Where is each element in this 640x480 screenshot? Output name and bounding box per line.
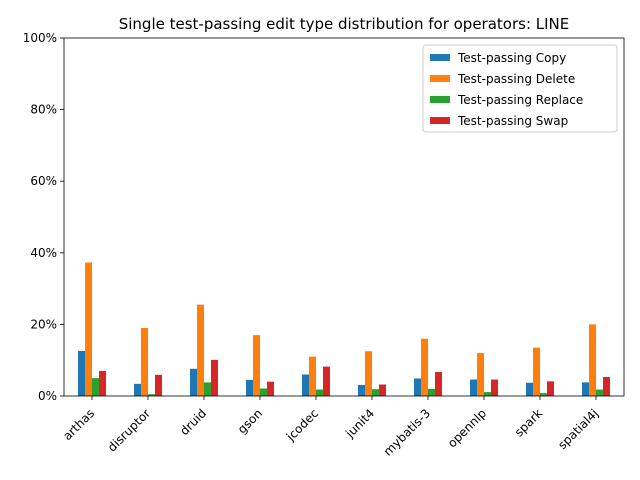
- legend-label: Test-passing Copy: [457, 51, 566, 65]
- legend-swatch: [430, 117, 450, 124]
- x-tick-label: mybatis-3: [381, 406, 433, 458]
- bar-test-passing-delete-disruptor: [141, 327, 148, 396]
- legend-label: Test-passing Replace: [457, 93, 583, 107]
- y-tick-label: 0%: [38, 389, 57, 403]
- bar-test-passing-delete-mybatis-3: [421, 338, 428, 396]
- bar-test-passing-delete-jcodec: [309, 356, 316, 396]
- y-tick-label: 20%: [30, 317, 57, 331]
- y-tick-label: 80%: [30, 103, 57, 117]
- bar-test-passing-copy-mybatis-3: [414, 378, 421, 396]
- x-tick-label: jcodec: [283, 406, 321, 444]
- x-tick-label: disruptor: [105, 406, 153, 454]
- bar-test-passing-replace-arthas: [92, 378, 99, 396]
- bar-test-passing-swap-spark: [547, 381, 554, 396]
- bar-test-passing-replace-mybatis-3: [428, 388, 435, 396]
- x-tick-label: opennlp: [445, 406, 489, 450]
- x-tick-label: spatial4j: [555, 406, 601, 452]
- bar-test-passing-delete-druid: [197, 304, 204, 396]
- x-tick-label: druid: [177, 406, 209, 438]
- y-tick-label: 60%: [30, 174, 57, 188]
- bar-test-passing-copy-spatial4j: [582, 382, 589, 396]
- bar-test-passing-replace-junit4: [372, 389, 379, 396]
- bar-test-passing-copy-jcodec: [302, 374, 309, 396]
- y-tick-label: 40%: [30, 246, 57, 260]
- bar-test-passing-delete-gson: [253, 335, 260, 396]
- legend-label: Test-passing Delete: [457, 72, 575, 86]
- bar-test-passing-delete-arthas: [85, 262, 92, 396]
- bar-test-passing-swap-opennlp: [491, 379, 498, 396]
- bar-test-passing-swap-arthas: [99, 370, 106, 396]
- bar-test-passing-swap-spatial4j: [603, 377, 610, 396]
- bar-test-passing-delete-spark: [533, 347, 540, 396]
- bar-test-passing-swap-gson: [267, 381, 274, 396]
- bars-group: [78, 262, 610, 396]
- plot-frame: [63, 37, 625, 397]
- legend-swatch: [430, 75, 450, 82]
- bar-test-passing-delete-spatial4j: [589, 324, 596, 396]
- x-tick-label: junit4: [342, 406, 377, 441]
- bar-test-passing-replace-disruptor: [148, 394, 155, 396]
- bar-test-passing-swap-disruptor: [155, 374, 162, 396]
- bar-test-passing-copy-disruptor: [134, 383, 141, 396]
- bar-test-passing-delete-opennlp: [477, 353, 484, 396]
- bar-test-passing-replace-opennlp: [484, 392, 491, 396]
- legend-label: Test-passing Swap: [457, 114, 568, 128]
- chart-title: Single test-passing edit type distributi…: [119, 15, 570, 33]
- bar-test-passing-delete-junit4: [365, 351, 372, 396]
- bar-test-passing-copy-gson: [246, 379, 253, 396]
- legend: Test-passing Copy Test-passing Delete Test…: [422, 44, 618, 133]
- legend-box: [422, 44, 618, 133]
- bar-test-passing-swap-mybatis-3: [435, 372, 442, 396]
- bar-test-passing-replace-gson: [260, 388, 267, 396]
- bar-test-passing-swap-junit4: [379, 384, 386, 396]
- x-tick-label: spark: [512, 406, 545, 439]
- legend-swatch: [430, 54, 450, 61]
- bar-test-passing-replace-druid: [204, 382, 211, 396]
- bar-test-passing-copy-arthas: [78, 350, 85, 396]
- bar-test-passing-replace-jcodec: [316, 389, 323, 396]
- bar-test-passing-replace-spatial4j: [596, 389, 603, 396]
- bar-test-passing-copy-druid: [190, 368, 197, 396]
- bar-test-passing-swap-jcodec: [323, 366, 330, 396]
- bar-test-passing-replace-spark: [540, 393, 547, 396]
- x-tick-label: gson: [235, 406, 265, 436]
- x-tick-label: arthas: [60, 406, 97, 443]
- bar-test-passing-swap-druid: [211, 359, 218, 396]
- bar-test-passing-copy-opennlp: [470, 379, 477, 396]
- bar-test-passing-copy-spark: [526, 382, 533, 396]
- y-tick-label: 100%: [23, 31, 57, 45]
- legend-swatch: [430, 96, 450, 103]
- bar-test-passing-copy-junit4: [358, 384, 365, 396]
